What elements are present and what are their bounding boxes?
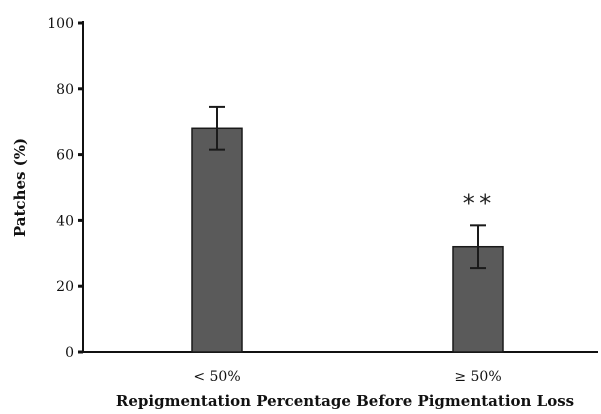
x-axis: < 50% ≥ 50% (83, 351, 598, 385)
x-axis-title: Repigmentation Percentage Before Pigment… (116, 392, 574, 410)
x-tick-label: < 50% (193, 369, 240, 385)
y-tick-label: 100 (47, 16, 74, 32)
y-axis: 0 20 40 60 80 100 (47, 16, 84, 361)
x-tick-labels: < 50% ≥ 50% (193, 369, 501, 385)
y-tick-label: 0 (65, 345, 74, 361)
bar (191, 127, 243, 353)
y-tick-label: 60 (56, 148, 74, 164)
y-ticks: 0 20 40 60 80 100 (47, 16, 83, 361)
y-axis-title: Patches (%) (11, 138, 29, 237)
bars (191, 127, 504, 353)
y-tick-label: 80 (56, 82, 74, 98)
annotations: ** (462, 189, 495, 217)
significance-annotation: ** (462, 189, 495, 217)
error-bars (209, 105, 486, 270)
y-tick-label: 20 (56, 279, 74, 295)
x-tick-label: ≥ 50% (454, 369, 501, 385)
y-tick-label: 40 (56, 213, 74, 229)
